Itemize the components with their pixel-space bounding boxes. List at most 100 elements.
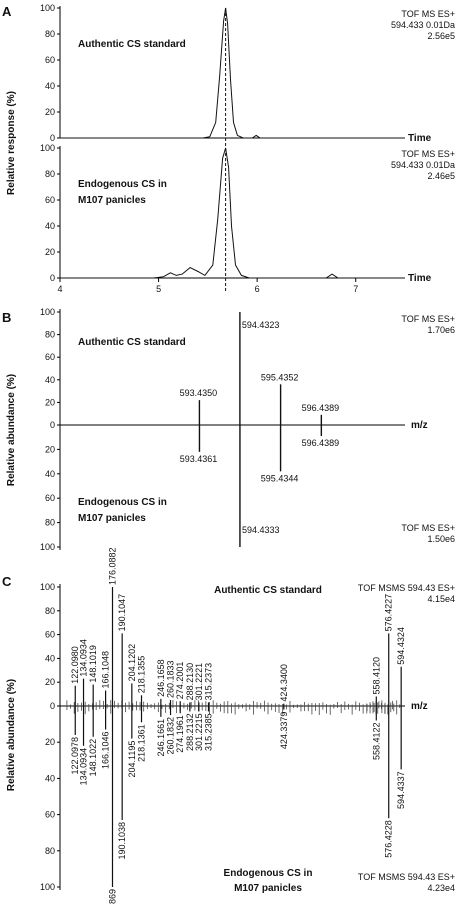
chromatogram-trace bbox=[60, 147, 405, 279]
spectrum-label: Endogenous CS in bbox=[78, 497, 167, 508]
scan-annotation: TOF MSMS 594.43 ES+ bbox=[358, 583, 455, 593]
peak-label: 218.1361 bbox=[137, 724, 147, 762]
peak-label: 315.2373 bbox=[204, 663, 214, 701]
peak-label: 166.1048 bbox=[101, 651, 111, 689]
y-tick-label: 0 bbox=[50, 133, 55, 143]
y-tick-label: 40 bbox=[45, 773, 55, 783]
x-axis-label: Time bbox=[408, 273, 432, 284]
peak-label: 148.1022 bbox=[88, 739, 98, 777]
x-axis-label: Time bbox=[408, 133, 432, 144]
peak-label: 122.0980 bbox=[70, 646, 80, 684]
peak-label: 148.1019 bbox=[88, 645, 98, 683]
y-tick-label: 40 bbox=[45, 653, 55, 663]
y-axis-label: Relative abundance (%) bbox=[6, 374, 17, 486]
peak-label: 176.0882 bbox=[108, 547, 118, 585]
y-tick-label: 80 bbox=[45, 169, 55, 179]
y-tick-label: 20 bbox=[45, 737, 55, 747]
peak-label: 593.4350 bbox=[180, 388, 218, 398]
panel-label-c: C bbox=[2, 574, 12, 589]
y-tick-label: 60 bbox=[45, 352, 55, 362]
y-tick-label: 40 bbox=[45, 469, 55, 479]
peak-label: 315.2385 bbox=[204, 713, 214, 751]
scan-annotation: 594.433 0.01Da bbox=[391, 160, 455, 170]
peak-label: 176.0869 bbox=[108, 889, 118, 904]
peak-label: 596.4389 bbox=[302, 403, 340, 413]
peak-label: 204.1195 bbox=[127, 741, 137, 778]
y-tick-label: 20 bbox=[45, 247, 55, 257]
scan-annotation: TOF MS ES+ bbox=[401, 314, 455, 324]
peak-label: 260.1832 bbox=[166, 717, 176, 755]
trace-label: Authentic CS standard bbox=[78, 39, 186, 50]
y-tick-label: 100 bbox=[40, 582, 55, 592]
x-tick-label: 4 bbox=[57, 284, 62, 294]
scan-annotation: 1.50e6 bbox=[427, 534, 455, 544]
panel-label-b: B bbox=[2, 310, 11, 325]
peak-label: 274.2001 bbox=[175, 662, 185, 700]
spectrum-label: Endogenous CS in bbox=[224, 868, 313, 879]
scan-annotation: TOF MS ES+ bbox=[401, 523, 455, 533]
y-axis-label: Relative abundance (%) bbox=[6, 679, 17, 791]
peak-label: 595.4344 bbox=[261, 473, 299, 483]
peak-label: 576.4227 bbox=[384, 594, 394, 632]
peak-label: 594.4337 bbox=[396, 771, 406, 809]
peak-label: 594.4324 bbox=[396, 627, 406, 665]
peak-label: 593.4361 bbox=[180, 454, 218, 464]
peak-label: 134.0934 bbox=[79, 748, 89, 786]
peak-label: 576.4228 bbox=[384, 820, 394, 858]
peak-label: 288.2132 bbox=[185, 713, 195, 751]
y-tick-label: 20 bbox=[45, 397, 55, 407]
peak-label: 594.4333 bbox=[242, 525, 280, 535]
scan-annotation: 2.56e5 bbox=[427, 31, 455, 41]
y-tick-label: 60 bbox=[45, 195, 55, 205]
y-tick-label: 80 bbox=[45, 330, 55, 340]
y-tick-label: 100 bbox=[40, 143, 55, 153]
spectrum-label: Authentic CS standard bbox=[78, 337, 186, 348]
x-tick-label: 7 bbox=[353, 284, 358, 294]
peak-label: 204.1202 bbox=[127, 644, 137, 682]
y-tick-label: 20 bbox=[45, 677, 55, 687]
peak-label: 596.4389 bbox=[302, 438, 340, 448]
y-tick-label: 80 bbox=[45, 518, 55, 528]
peak-label: 190.1038 bbox=[117, 822, 127, 860]
spectrum-label: M107 panicles bbox=[234, 883, 302, 894]
spectrum-label: M107 panicles bbox=[78, 513, 146, 524]
y-tick-label: 0 bbox=[50, 701, 55, 711]
x-axis-label: m/z bbox=[411, 701, 428, 712]
peak-label: 122.0978 bbox=[70, 737, 80, 775]
peak-label: 301.2221 bbox=[194, 663, 204, 701]
y-tick-label: 40 bbox=[45, 81, 55, 91]
scan-annotation: 594.433 0.01Da bbox=[391, 20, 455, 30]
x-axis-label: m/z bbox=[411, 420, 428, 431]
peak-label: 246.1661 bbox=[156, 719, 166, 757]
peak-label: 424.3400 bbox=[279, 664, 289, 702]
x-tick-label: 5 bbox=[156, 284, 161, 294]
peak-label: 246.1658 bbox=[156, 659, 166, 697]
y-tick-label: 0 bbox=[50, 420, 55, 430]
y-tick-label: 80 bbox=[45, 606, 55, 616]
y-tick-label: 60 bbox=[45, 55, 55, 65]
spectrum-label: Authentic CS standard bbox=[214, 585, 322, 596]
scan-annotation: 1.70e6 bbox=[427, 325, 455, 335]
peak-label: 288.2130 bbox=[185, 663, 195, 701]
y-tick-label: 100 bbox=[40, 3, 55, 13]
peak-label: 301.2215 bbox=[194, 713, 204, 751]
chromatogram-trace bbox=[60, 7, 405, 139]
y-tick-label: 60 bbox=[45, 810, 55, 820]
y-tick-label: 60 bbox=[45, 630, 55, 640]
peak-label: 558.4122 bbox=[371, 723, 381, 761]
peak-label: 190.1047 bbox=[117, 594, 127, 632]
y-tick-label: 80 bbox=[45, 846, 55, 856]
y-tick-label: 100 bbox=[40, 882, 55, 892]
peak-label: 166.1046 bbox=[101, 732, 111, 770]
peak-label: 218.1355 bbox=[137, 656, 147, 694]
trace-label: Endogenous CS in bbox=[78, 179, 167, 190]
peak-label: 558.4120 bbox=[371, 657, 381, 695]
scan-annotation: TOF MS ES+ bbox=[401, 9, 455, 19]
scan-annotation: TOF MS ES+ bbox=[401, 149, 455, 159]
y-tick-label: 0 bbox=[50, 273, 55, 283]
scan-annotation: TOF MSMS 594.43 ES+ bbox=[358, 872, 455, 882]
y-tick-label: 20 bbox=[45, 107, 55, 117]
peak-label: 595.4352 bbox=[261, 372, 299, 382]
y-axis-label: Relative response (%) bbox=[6, 91, 17, 195]
